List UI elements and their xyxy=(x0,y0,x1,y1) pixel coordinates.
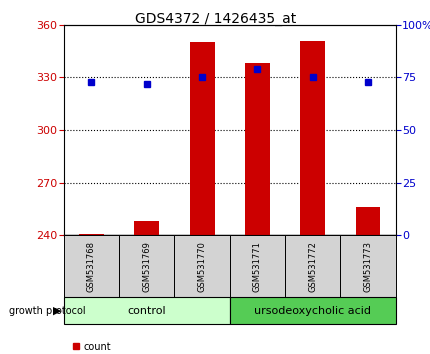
Bar xyxy=(229,235,284,297)
Bar xyxy=(300,41,324,235)
Text: GDS4372 / 1426435_at: GDS4372 / 1426435_at xyxy=(135,12,295,27)
Text: GSM531770: GSM531770 xyxy=(197,241,206,292)
Text: GSM531773: GSM531773 xyxy=(362,241,372,292)
Text: GSM531771: GSM531771 xyxy=(252,241,261,292)
Text: ursodeoxycholic acid: ursodeoxycholic acid xyxy=(254,306,370,316)
Bar xyxy=(64,235,119,297)
Bar xyxy=(119,235,174,297)
Text: GSM531768: GSM531768 xyxy=(87,241,96,292)
Bar xyxy=(229,297,395,324)
Bar xyxy=(340,235,395,297)
Text: ▶: ▶ xyxy=(53,306,61,316)
Bar xyxy=(64,297,229,324)
Text: GSM531772: GSM531772 xyxy=(307,241,316,292)
Bar xyxy=(134,221,159,235)
Bar xyxy=(174,235,229,297)
Bar xyxy=(284,235,340,297)
Bar xyxy=(355,207,380,235)
Text: control: control xyxy=(127,306,166,316)
Bar xyxy=(244,63,269,235)
Text: GSM531769: GSM531769 xyxy=(142,241,151,292)
Legend: count, percentile rank within the sample: count, percentile rank within the sample xyxy=(68,338,252,354)
Bar xyxy=(189,42,214,235)
Bar xyxy=(79,234,104,235)
Text: growth protocol: growth protocol xyxy=(9,306,85,316)
